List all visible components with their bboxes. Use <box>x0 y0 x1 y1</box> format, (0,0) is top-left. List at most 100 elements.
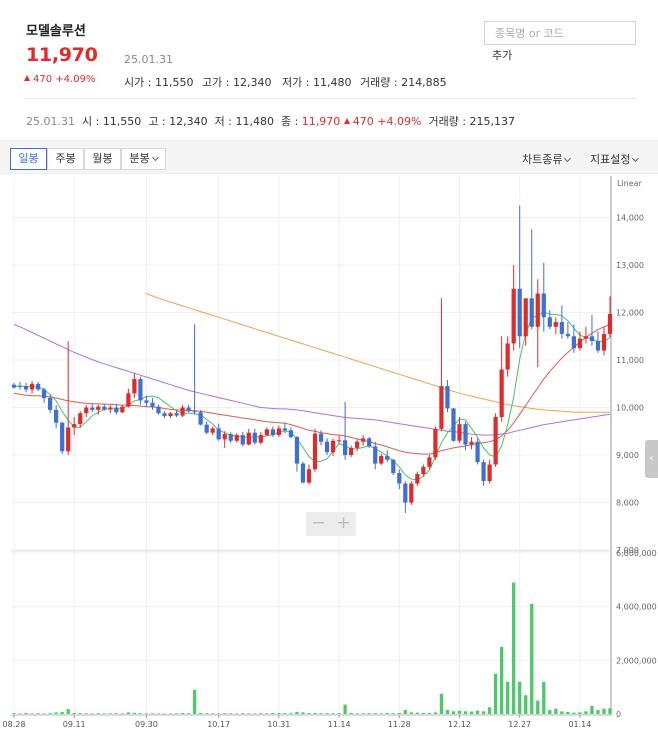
candle-body <box>222 434 227 440</box>
candle-body <box>114 407 119 413</box>
candle <box>108 405 113 414</box>
stat-high-label: 고가 <box>202 76 223 89</box>
volume-bar <box>277 713 281 714</box>
candle-body <box>391 459 396 474</box>
stock-name: 모델솔루션 <box>26 24 86 39</box>
candle-body <box>367 438 372 447</box>
candle-body <box>409 483 414 503</box>
candle-body <box>583 336 589 339</box>
candle-body <box>204 424 209 433</box>
tab-daily[interactable]: 일봉 <box>10 148 47 170</box>
price-tick-label: 14,000 <box>616 214 644 223</box>
tab-monthly[interactable]: 월봉 <box>84 148 121 170</box>
candle <box>373 441 378 470</box>
tab-minute[interactable]: 분봉 <box>121 148 166 170</box>
candle <box>499 336 504 422</box>
candle <box>361 435 366 446</box>
candle-body <box>180 407 185 416</box>
daily-low: 11,480 <box>235 115 274 128</box>
daily-close-label: 종 <box>280 115 292 128</box>
volume-bar <box>144 713 149 715</box>
stat-volume-label: 거래량 <box>360 76 391 89</box>
candle-body <box>451 408 456 441</box>
volume-bar <box>397 712 401 714</box>
volume-bar <box>289 713 293 714</box>
volume-bar <box>241 713 245 714</box>
candle <box>475 438 480 465</box>
volume-bar <box>566 711 570 714</box>
candle <box>439 298 444 432</box>
volume-bar <box>608 708 612 714</box>
price-tick-label: 7,000 <box>616 546 639 555</box>
volume-bar <box>283 713 287 714</box>
candle-body <box>457 424 462 441</box>
candle-body <box>66 427 71 452</box>
volume-bar <box>114 713 118 714</box>
volume-bar <box>596 709 600 714</box>
side-panel-toggle[interactable]: ‹ <box>645 440 658 478</box>
price-change: 470 +4.09% <box>24 74 95 85</box>
candle <box>607 296 613 338</box>
candle-body <box>60 422 65 452</box>
ma60-line <box>13 323 611 436</box>
add-button[interactable]: 추가 <box>492 49 513 62</box>
candle-body <box>17 385 23 387</box>
candle-body <box>379 455 384 464</box>
candle <box>385 450 390 463</box>
candle <box>306 464 312 485</box>
daily-high: 12,340 <box>169 115 208 128</box>
x-tick-label: 11.14 <box>328 720 351 729</box>
candle-body <box>403 483 408 503</box>
scale-label: Linear <box>617 179 643 188</box>
candle <box>216 423 221 441</box>
volume-bar <box>409 712 413 714</box>
candle-body <box>318 433 324 442</box>
price-tick-label: 11,000 <box>616 356 644 365</box>
candle <box>180 405 185 418</box>
volume-bar <box>367 713 371 714</box>
price-tick-label: 10,000 <box>616 404 644 413</box>
price-chart[interactable]: Linear 7,000 8,000 9,000 10,000 11,000 12,000 1… <box>0 176 658 748</box>
volume-bar <box>192 689 197 714</box>
daily-open: 11,550 <box>102 115 142 128</box>
grid-lines <box>11 176 611 715</box>
tab-weekly[interactable]: 주봉 <box>47 148 84 170</box>
volume-bar <box>518 681 522 714</box>
volume-bar <box>391 713 395 714</box>
volume-bar <box>12 713 16 714</box>
x-tick-label: 01.14 <box>568 720 591 729</box>
volume-bar <box>421 712 426 714</box>
candle-body <box>427 457 432 467</box>
candle-body <box>23 386 29 390</box>
candle <box>240 431 245 447</box>
candle-body <box>601 333 607 351</box>
candle-body <box>29 383 35 390</box>
candle <box>156 404 161 415</box>
candle-body <box>270 429 275 436</box>
zoom-out-button[interactable]: − <box>311 513 326 533</box>
volume-bar <box>463 711 468 714</box>
candle <box>481 459 486 486</box>
volume-bar <box>24 712 28 714</box>
candle <box>463 421 468 451</box>
candle <box>391 458 396 475</box>
volume-bar <box>120 713 125 715</box>
volume-bar <box>499 646 504 714</box>
search-input[interactable] <box>484 21 636 45</box>
indicator-settings-dropdown[interactable]: 지표설정 <box>590 151 640 167</box>
candle <box>421 464 426 477</box>
candle <box>505 336 510 377</box>
candle-body <box>126 393 131 407</box>
candle-body <box>240 435 245 445</box>
candle-body <box>90 407 95 410</box>
candle <box>288 427 294 439</box>
candle-body <box>553 322 558 327</box>
candle <box>601 326 607 356</box>
candle <box>445 379 450 413</box>
candle <box>228 432 233 444</box>
volume-bar <box>295 711 299 714</box>
candle <box>264 427 269 437</box>
chart-type-dropdown[interactable]: 차트종류 <box>522 151 572 167</box>
candle-body <box>108 407 113 410</box>
zoom-in-button[interactable]: + <box>336 513 351 533</box>
